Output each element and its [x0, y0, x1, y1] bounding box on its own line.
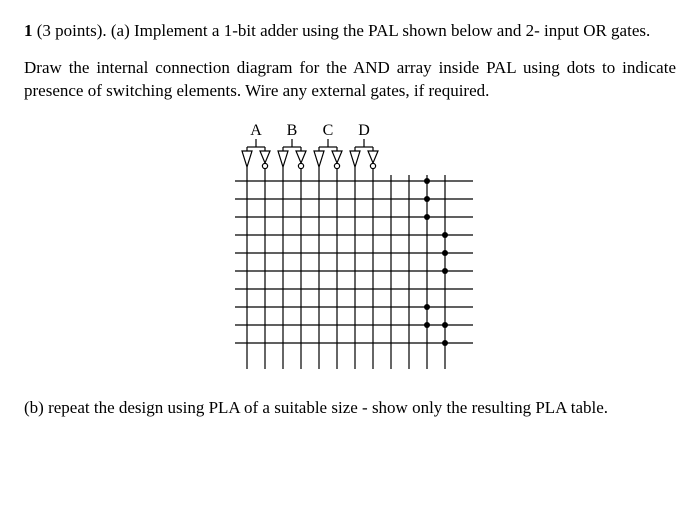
- part-a-text: Implement a 1-bit adder using the PAL sh…: [134, 21, 650, 40]
- pal-diagram: A B C D: [24, 117, 676, 379]
- part-b-label: (b): [24, 398, 44, 417]
- svg-text:D: D: [358, 122, 370, 139]
- part-b-text: repeat the design using PLA of a suitabl…: [48, 398, 608, 417]
- instruction-text: Draw the internal connection diagram for…: [24, 57, 676, 103]
- question-number: 1: [24, 21, 33, 40]
- question-part-b: (b) repeat the design using PLA of a sui…: [24, 397, 676, 420]
- svg-text:A: A: [250, 122, 262, 139]
- part-a-label: (a): [111, 21, 130, 40]
- points: (3 points).: [37, 21, 107, 40]
- question-part-a: 1 (3 points). (a) Implement a 1-bit adde…: [24, 20, 676, 43]
- svg-text:C: C: [323, 122, 334, 139]
- svg-text:B: B: [287, 122, 298, 139]
- pal-svg: A B C D: [217, 117, 483, 379]
